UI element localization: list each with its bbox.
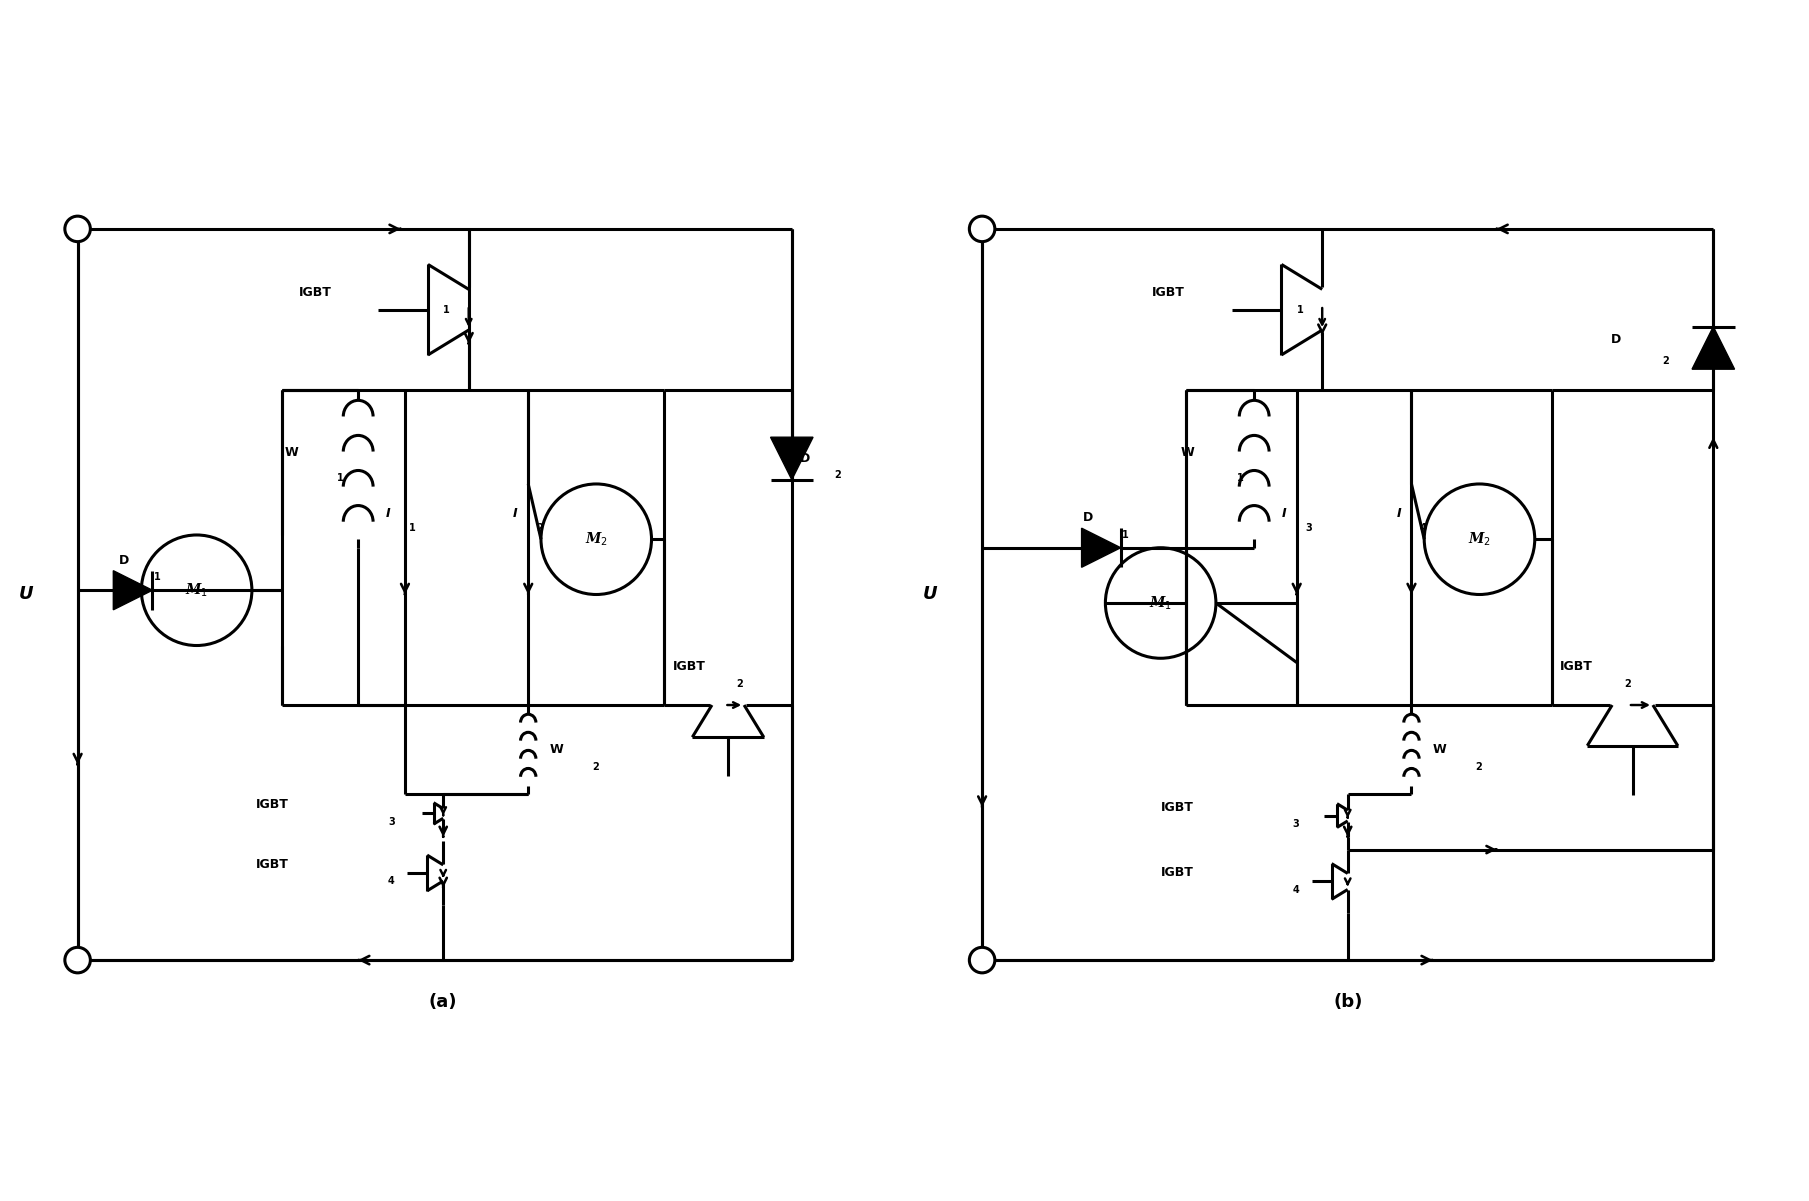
Text: 3: 3 [387,817,394,827]
Text: W: W [550,743,563,757]
Text: 1: 1 [1122,530,1129,540]
Circle shape [970,216,995,241]
Text: 1: 1 [1297,305,1304,315]
Text: D: D [119,554,130,567]
Text: 3: 3 [1292,819,1299,829]
Polygon shape [114,570,152,610]
Text: IGBT: IGBT [1161,801,1194,813]
Text: 4: 4 [387,877,394,886]
Text: 1: 1 [443,305,450,315]
Text: IGBT: IGBT [298,286,331,299]
Text: 1: 1 [154,573,161,582]
Text: IGBT: IGBT [257,799,289,812]
Text: 3: 3 [1304,524,1312,533]
Text: 2: 2 [834,471,841,480]
Text: 1: 1 [409,524,416,533]
Circle shape [65,216,90,241]
Polygon shape [1691,327,1735,369]
Text: IGBT: IGBT [1559,661,1594,674]
Text: (a): (a) [429,993,458,1011]
Text: (b): (b) [1333,993,1362,1011]
Polygon shape [771,437,812,479]
Circle shape [65,948,90,973]
Text: IGBT: IGBT [673,661,706,674]
Text: I: I [514,507,517,520]
Text: D: D [1084,512,1093,525]
Polygon shape [1082,528,1122,567]
Text: 2: 2 [592,761,599,772]
Text: I: I [1397,507,1400,520]
Text: 2: 2 [736,679,743,688]
Text: D: D [1612,333,1621,346]
Text: 2: 2 [537,524,543,533]
Text: M$_2$: M$_2$ [584,531,608,548]
Text: W: W [1181,446,1194,459]
Text: I: I [1281,507,1286,520]
Text: W: W [1433,743,1447,757]
Text: U: U [923,586,937,603]
Text: 2: 2 [1624,679,1630,688]
Text: M$_1$: M$_1$ [1149,594,1172,611]
Text: 2: 2 [1662,355,1670,365]
Text: M$_1$: M$_1$ [185,581,208,599]
Text: 2: 2 [1474,761,1482,772]
Text: U: U [20,586,34,603]
Circle shape [970,948,995,973]
Text: IGBT: IGBT [257,858,289,871]
Text: IGBT: IGBT [1152,286,1185,299]
Text: 1: 1 [336,472,344,483]
Text: IGBT: IGBT [1161,866,1194,879]
Text: W: W [284,446,298,459]
Text: D: D [800,452,810,465]
Text: I: I [385,507,391,520]
Text: 4: 4 [1420,524,1427,533]
Text: 1: 1 [1237,472,1245,483]
Text: M$_2$: M$_2$ [1467,531,1491,548]
Text: 4: 4 [1292,885,1299,895]
